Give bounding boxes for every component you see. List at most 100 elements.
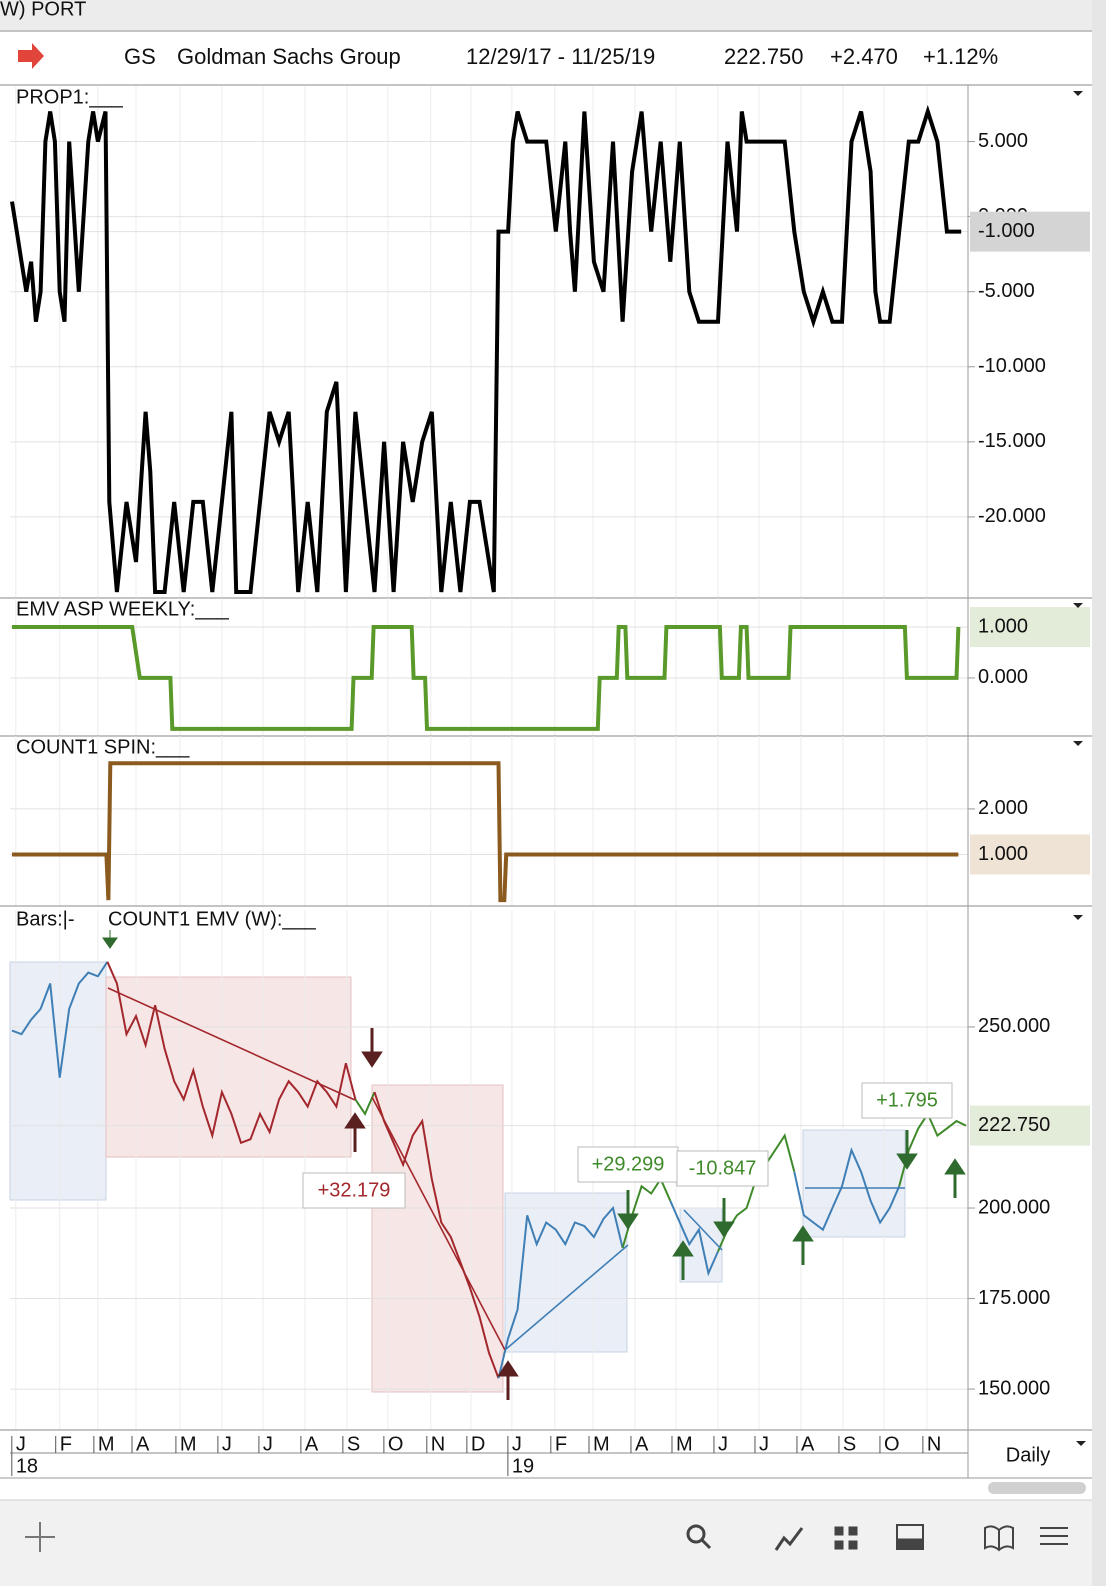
x-tick-label: N: [927, 1433, 941, 1455]
x-tick-label: O: [388, 1433, 404, 1455]
arrow-icon[interactable]: [18, 43, 44, 69]
range-box: [105, 976, 352, 1158]
trend-line: [504, 1244, 629, 1351]
panel-title: Bars:|-: [16, 908, 75, 930]
x-tick-label: J: [16, 1433, 26, 1455]
symbol: GS: [124, 44, 156, 69]
arrow-up: [344, 1112, 366, 1152]
annotation: +1.795: [876, 1089, 938, 1111]
x-tick-label: S: [843, 1433, 856, 1455]
current-value-box: [970, 834, 1090, 875]
y-tick-label: 0.000: [978, 666, 1028, 688]
data-line: [11, 961, 109, 1078]
add-button[interactable]: [25, 1522, 55, 1552]
panel-fill: [896, 1538, 924, 1550]
year-label: 18: [16, 1455, 38, 1477]
x-tick-label: D: [471, 1433, 485, 1455]
data-line: [373, 1091, 500, 1379]
annotation-box: [577, 1146, 679, 1183]
x-tick-label: J: [263, 1433, 273, 1455]
trend-line: [683, 1209, 723, 1251]
scrollbar[interactable]: [988, 1482, 1086, 1494]
data-line: [12, 761, 959, 903]
x-tick-label: J: [512, 1433, 522, 1455]
x-tick-label: M: [593, 1433, 610, 1455]
window-title: W) PORT: [0, 0, 86, 20]
year-label: 19: [512, 1455, 534, 1477]
dropdown[interactable]: [1076, 1441, 1086, 1446]
book-button[interactable]: [984, 1525, 1014, 1552]
x-tick-label: M: [676, 1433, 693, 1455]
y-tick-label: -15.000: [978, 430, 1046, 452]
arrow-up: [944, 1158, 966, 1198]
data-line: [669, 1200, 719, 1277]
range-box: [679, 1207, 723, 1283]
arrow-down: [896, 1130, 918, 1170]
panel-menu[interactable]: [1073, 91, 1083, 96]
company: Goldman Sachs Group: [177, 44, 401, 69]
annotation-box: [861, 1082, 953, 1119]
window-bar: [0, 0, 1092, 30]
panel-title: PROP1:___: [16, 86, 124, 108]
panel-menu[interactable]: [1073, 915, 1083, 920]
trend-line: [371, 1096, 506, 1351]
range-box: [9, 961, 107, 1201]
range-box: [371, 1084, 504, 1393]
y-tick-label: -5.000: [978, 280, 1035, 302]
y-tick-label: 150.000: [978, 1377, 1050, 1399]
x-tick-label: A: [136, 1433, 150, 1455]
y-tick-label: -20.000: [978, 505, 1046, 527]
change-pct: +1.12%: [923, 44, 998, 69]
current-value-label: 1.000: [978, 843, 1028, 865]
x-tick-label: F: [555, 1433, 567, 1455]
x-tick-label: A: [801, 1433, 815, 1455]
chart-button[interactable]: [774, 1527, 804, 1551]
toolbar: [0, 1500, 1092, 1586]
current-value-box: [970, 211, 1090, 252]
menu-button[interactable]: [1040, 1527, 1068, 1545]
data-line: [354, 1091, 376, 1116]
arrow-down: [361, 1028, 383, 1068]
current-value-label: -1.000: [978, 220, 1035, 242]
panel-title: COUNT1 SPIN:___: [16, 736, 190, 758]
arrow-down: [713, 1198, 735, 1238]
data-line: [10, 104, 962, 594]
timeframe[interactable]: Daily: [1006, 1444, 1050, 1466]
window-edge: [1092, 0, 1106, 1586]
range-box: [504, 1192, 628, 1353]
x-tick-label: S: [347, 1433, 360, 1455]
x-tick-label: J: [759, 1433, 769, 1455]
range-box: [802, 1129, 906, 1238]
ranges: [9, 961, 906, 1393]
x-tick-label: N: [431, 1433, 445, 1455]
data-line: [793, 1147, 901, 1232]
x-tick-label: A: [635, 1433, 649, 1455]
y-tick-label: 175.000: [978, 1287, 1050, 1309]
arrow-up: [497, 1360, 519, 1400]
last-price: 222.750: [724, 44, 804, 69]
annotation: +29.299: [592, 1153, 665, 1175]
current-value-box: [970, 607, 1090, 648]
annotation: +32.179: [318, 1179, 391, 1201]
arrow-up: [792, 1225, 814, 1265]
panel-menu[interactable]: [1073, 603, 1083, 608]
panel-title: EMV ASP WEEKLY:___: [16, 598, 230, 620]
x-tick-label: O: [884, 1433, 900, 1455]
grid-button[interactable]: [834, 1526, 858, 1550]
toolbar-icons: [25, 1522, 1068, 1552]
x-tick-label: J: [718, 1433, 728, 1455]
data-line: [12, 625, 961, 731]
arrow-down: [102, 930, 118, 949]
x-tick-label: J: [222, 1433, 232, 1455]
y-tick-label: 5.000: [978, 130, 1028, 152]
data-line: [106, 961, 357, 1145]
change: +2.470: [830, 44, 898, 69]
y-tick-label: -10.000: [978, 355, 1046, 377]
current-value-box: [970, 1105, 1090, 1146]
panel-menu[interactable]: [1073, 741, 1083, 746]
current-value-label: 222.750: [978, 1114, 1050, 1136]
x-tick-label: F: [60, 1433, 72, 1455]
search-button[interactable]: [686, 1524, 706, 1544]
current-value-label: 1.000: [978, 615, 1028, 637]
